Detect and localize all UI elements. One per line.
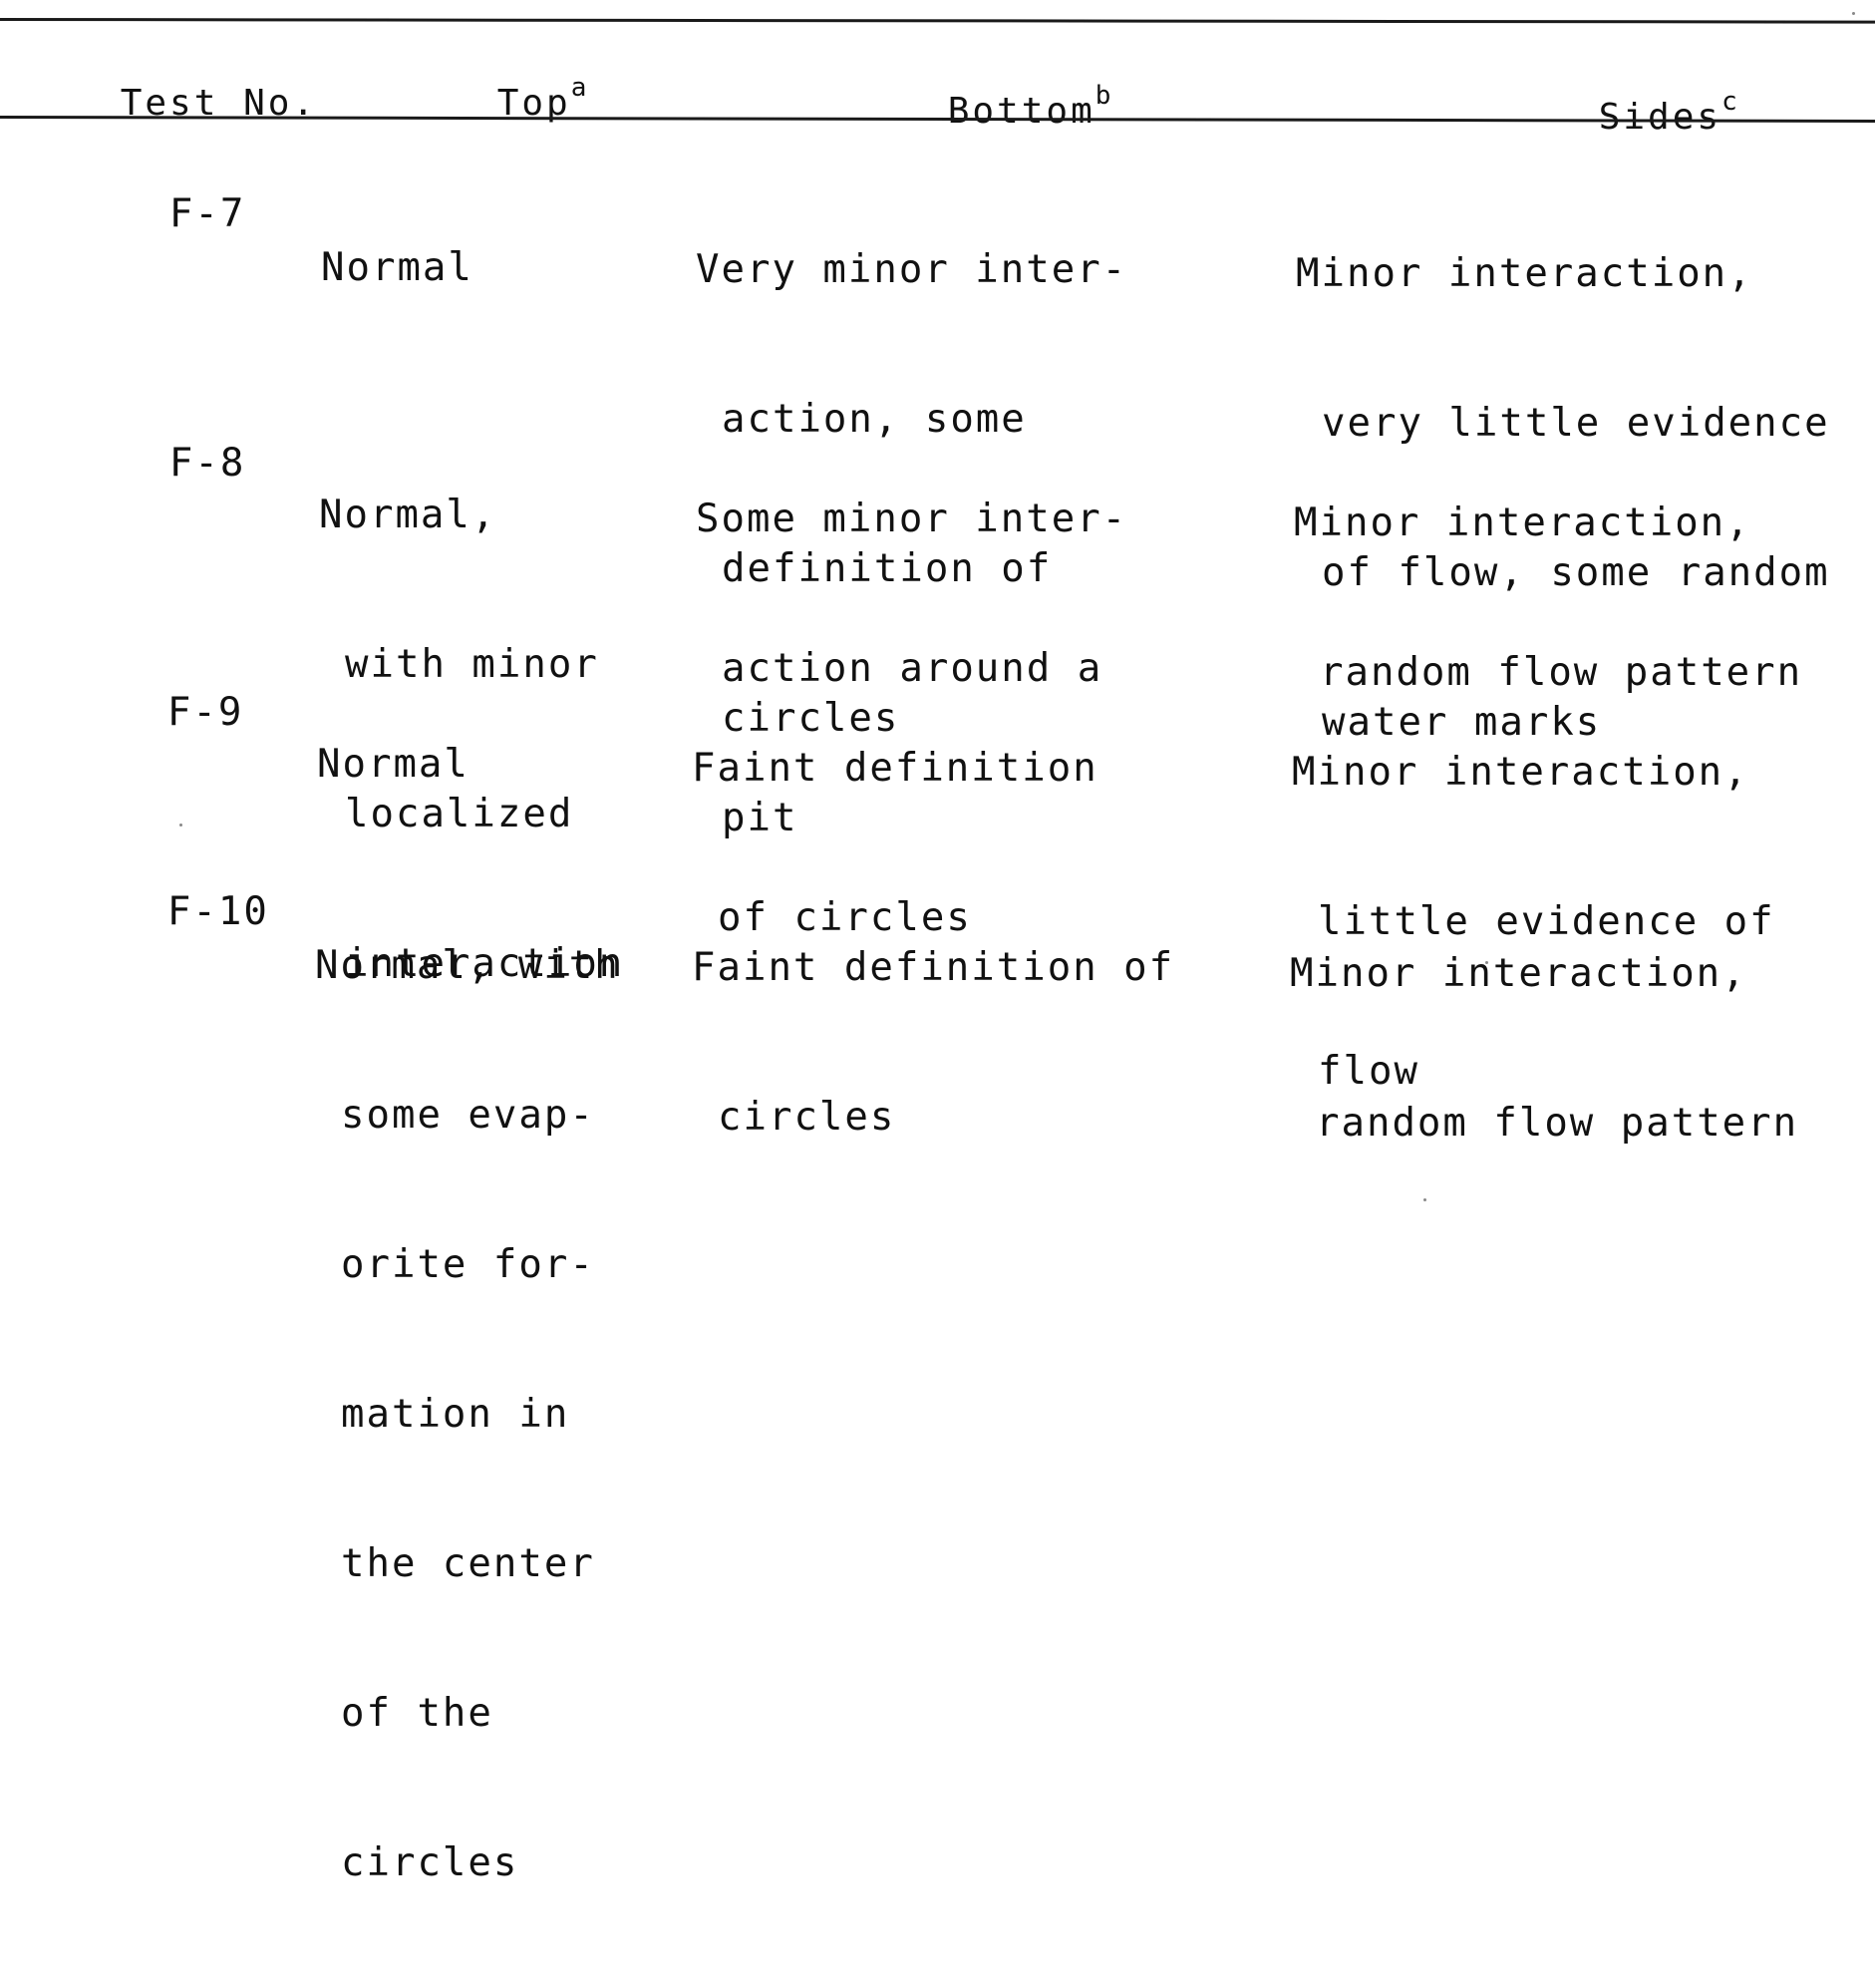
cell-line: little evidence of	[1318, 899, 1775, 944]
cell-line: Normal, with	[315, 943, 620, 988]
cell-line: flow	[1318, 1049, 1419, 1094]
table-row-f8-bottom: Some minor inter- action around a pit	[696, 395, 1127, 943]
scan-speck	[179, 824, 182, 827]
cell-line: orite for-	[341, 1242, 595, 1287]
cell-line: circles	[341, 1840, 519, 1885]
scan-speck	[1485, 961, 1488, 964]
table-row-f8-sides: Minor interaction, random flow pattern	[1294, 399, 1802, 798]
cell-line: Faint definition of	[692, 945, 1175, 990]
table-row-f9-sides: Minor interaction, little evidence of fl…	[1292, 648, 1775, 1196]
cell-line: water marks	[1322, 700, 1602, 745]
table-row-f10-bottom: Faint definition of circles	[692, 843, 1174, 1242]
cell-line: circles	[722, 696, 900, 741]
cell-line: of flow, some random	[1322, 550, 1830, 595]
test-no: F-8	[168, 441, 246, 486]
cell-line: action around a	[722, 646, 1103, 691]
header-sides-label: Sides	[1598, 97, 1722, 138]
header-bottom-label: Bottom	[947, 91, 1095, 132]
cell-line: very little evidence	[1322, 401, 1830, 446]
cell-line: definition of	[722, 546, 1053, 591]
cell-line: with minor	[345, 642, 599, 687]
cell-line: random flow pattern	[1316, 1101, 1799, 1146]
cell-line: Normal,	[319, 493, 497, 537]
scan-speck	[1852, 12, 1855, 15]
table-row-f7-sides: Minor interaction, very little evidence …	[1296, 150, 1830, 847]
cell-line: the center	[341, 1541, 595, 1586]
cell-line: Very minor inter-	[696, 247, 1128, 292]
table-row-f10-test-no: F-10	[66, 837, 269, 987]
cell-line: Minor interaction,	[1296, 251, 1753, 296]
header-top-footnote-marker: a	[570, 73, 587, 103]
cell-line: Some minor inter-	[696, 497, 1128, 541]
table-row-f7-top: Normal	[321, 144, 473, 393]
table-row-f7-bottom: Very minor inter- action, some definitio…	[696, 146, 1127, 843]
table-row-f10-sides: Minor interaction, random flow pattern	[1290, 849, 1798, 1248]
cell-line: Minor interaction,	[1292, 750, 1749, 795]
cell-line: of circles	[718, 895, 972, 940]
header-bottom-footnote-marker: b	[1094, 81, 1111, 111]
table-page: Test No. Topa Bottomb Sidesc F-7 Normal …	[0, 12, 1875, 1885]
table-row-f9-bottom: Faint definition of circles	[692, 644, 1098, 1043]
cell-line: Faint definition	[692, 746, 1098, 791]
cell-line: circles	[718, 1095, 896, 1140]
test-no: F-10	[166, 889, 269, 934]
cell-line: action, some	[722, 397, 1027, 442]
test-no: F-7	[168, 191, 246, 236]
cell-line: of the	[341, 1691, 493, 1736]
table-row-f10-top: Normal, with some evap- orite for- matio…	[315, 841, 620, 1988]
cell-line: pit	[722, 796, 798, 840]
cell-line: random flow pattern	[1320, 650, 1803, 695]
scan-speck	[1423, 1198, 1426, 1201]
header-sides: Sidesc	[1500, 52, 1737, 183]
cell-line: localized	[345, 792, 574, 836]
cell-line: Normal	[321, 245, 473, 290]
table-row-f9-top: Normal	[317, 640, 469, 889]
table-top-rule	[0, 18, 1875, 24]
cell-line: interaction	[345, 941, 625, 986]
table-row-f8-test-no: F-8	[68, 389, 245, 538]
cell-line: mation in	[341, 1392, 570, 1437]
header-bottom: Bottomb	[849, 46, 1111, 177]
table-row-f9-test-no: F-9	[66, 638, 243, 788]
cell-line: Normal	[317, 742, 469, 787]
table-row-f8-top: Normal, with minor localized interaction	[319, 391, 624, 1089]
header-sides-footnote-marker: c	[1721, 87, 1737, 117]
cell-line: Minor interaction,	[1294, 500, 1751, 545]
table-row-f7-test-no: F-7	[68, 140, 245, 289]
test-no: F-9	[166, 690, 244, 735]
cell-line: Minor interaction,	[1290, 951, 1747, 996]
cell-line: some evap-	[341, 1093, 595, 1138]
